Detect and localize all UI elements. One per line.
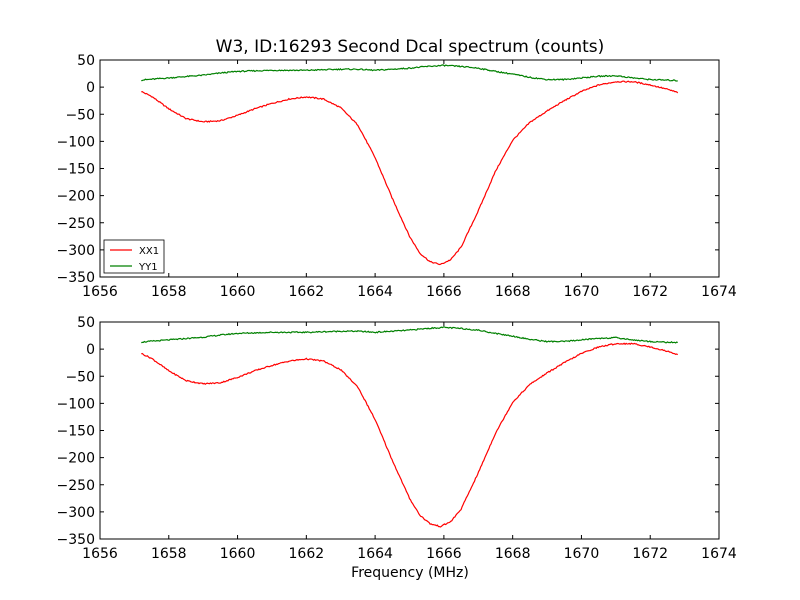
legend-box — [103, 239, 165, 274]
x-tick-label: 1666 — [426, 284, 462, 300]
axes-frame — [99, 321, 720, 540]
series-line-yy1 — [141, 64, 678, 82]
y-tick-label: −100 — [57, 134, 95, 150]
x-tick-label: 1658 — [151, 284, 187, 300]
x-tick-label: 1660 — [220, 284, 256, 300]
x-tick-label: 1662 — [289, 546, 325, 562]
y-tick-label: −50 — [65, 369, 95, 385]
x-tick-label: 1664 — [357, 284, 393, 300]
x-tick-label: 1668 — [495, 546, 531, 562]
axes-frame — [99, 59, 720, 278]
y-tick-label: −150 — [57, 424, 95, 440]
x-tick-label: 1660 — [220, 546, 256, 562]
x-tick-label: 1666 — [426, 546, 462, 562]
x-tick-label: 1672 — [632, 284, 668, 300]
x-tick-label: 1670 — [564, 546, 600, 562]
y-tick-label: −150 — [57, 162, 95, 178]
y-tick-label: −100 — [57, 396, 95, 412]
y-tick-label: −300 — [57, 243, 95, 259]
plot-1: 1656 1658 1660 1662 1664 1666 1668 1670 1672 1674… — [57, 53, 737, 300]
y-tick-label: 50 — [77, 53, 95, 69]
legend-label: YY1 — [138, 262, 158, 273]
x-tick-label: 1670 — [564, 284, 600, 300]
legend-label: XX1 — [139, 246, 159, 257]
y-tick-label: −250 — [57, 216, 95, 232]
y-tick-label: −200 — [57, 189, 95, 205]
y-tick-label: −350 — [57, 270, 95, 286]
y-tick-label: −350 — [57, 532, 95, 548]
y-tick-label: 0 — [86, 342, 95, 358]
x-tick-label: 1664 — [357, 546, 393, 562]
x-tick-label: 1658 — [151, 546, 187, 562]
x-axis-label: Frequency (MHz) — [351, 565, 469, 581]
y-tick-label: −300 — [57, 505, 95, 521]
x-tick-label: 1662 — [289, 284, 325, 300]
x-tick-label: 1672 — [632, 546, 668, 562]
figure-title: W3, ID:16293 Second Dcal spectrum (count… — [216, 37, 605, 57]
y-tick-label: 0 — [86, 80, 95, 96]
y-tick-label: −50 — [65, 107, 95, 123]
x-tick-label: 1674 — [701, 546, 737, 562]
plots: 1656 1658 1660 1662 1664 1666 1668 1670 1672 1674… — [57, 53, 737, 562]
x-tick-label: 1656 — [82, 546, 118, 562]
x-tick-label: 1656 — [82, 284, 118, 300]
plot-2: 1656 1658 1660 1662 1664 1666 1668 1670 1672 1674… — [57, 315, 737, 562]
series-line-xx1 — [141, 342, 679, 528]
y-tick-label: −200 — [57, 451, 95, 467]
series-line-yy1 — [141, 326, 678, 344]
series-line-xx1 — [141, 80, 679, 266]
x-tick-label: 1668 — [495, 284, 531, 300]
x-tick-label: 1674 — [701, 284, 737, 300]
y-tick-label: −250 — [57, 478, 95, 494]
y-tick-label: 50 — [77, 315, 95, 331]
